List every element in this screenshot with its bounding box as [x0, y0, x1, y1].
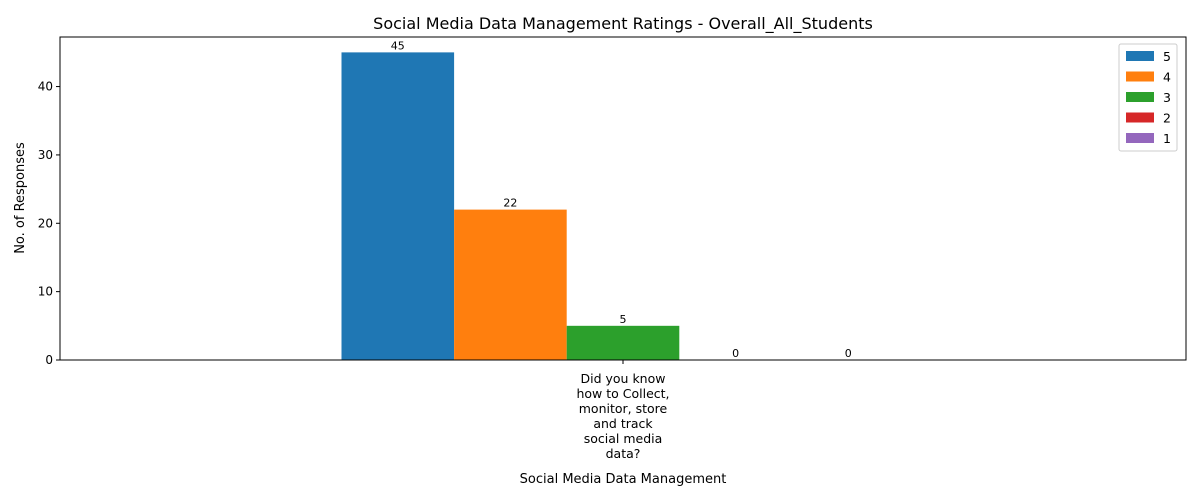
x-axis-label: Social Media Data Management: [520, 472, 727, 487]
legend-swatch-2: [1126, 112, 1154, 123]
x-tick-label-line: how to Collect,: [576, 386, 669, 401]
legend-label: 1: [1163, 131, 1171, 146]
legend-swatch-5: [1126, 51, 1154, 61]
y-tick-label: 10: [38, 285, 53, 299]
legend-swatch-4: [1126, 71, 1154, 82]
chart-title: Social Media Data Management Ratings - O…: [373, 14, 873, 34]
bar-value-label: 0: [732, 347, 739, 360]
x-tick-label: Did you know how to Collect, monitor, stor…: [576, 371, 669, 461]
y-tick-label: 0: [45, 353, 53, 367]
x-tick-label-line: Did you know: [581, 371, 666, 386]
bar-value-label: 5: [620, 313, 627, 326]
plot-frame: [59, 36, 1187, 361]
legend-label: 3: [1163, 90, 1171, 105]
y-tick-label: 40: [38, 80, 53, 94]
x-tick-label-line: and track: [593, 416, 653, 431]
y-axis-label: No. of Responses: [13, 142, 28, 254]
bar-value-label: 22: [503, 197, 517, 210]
legend-label: 4: [1163, 70, 1171, 85]
legend-label: 2: [1163, 111, 1171, 126]
bar-value-label: 45: [391, 39, 405, 52]
y-tick-label: 30: [38, 148, 53, 162]
bar-series-4: [454, 209, 567, 360]
y-tick-label: 20: [38, 216, 53, 230]
legend-swatch-3: [1126, 92, 1154, 102]
bar-series-5: [341, 52, 455, 360]
bar-series-3: [566, 325, 680, 360]
x-tick-label-line: monitor, store: [579, 401, 668, 416]
bar-value-label: 0: [845, 347, 852, 360]
x-tick-label-line: data?: [606, 446, 641, 461]
legend-swatch-1: [1126, 133, 1154, 143]
x-tick-label-line: social media: [584, 431, 663, 446]
legend-label: 5: [1163, 49, 1171, 64]
legend: 5 4 3 2 1: [1118, 43, 1178, 152]
